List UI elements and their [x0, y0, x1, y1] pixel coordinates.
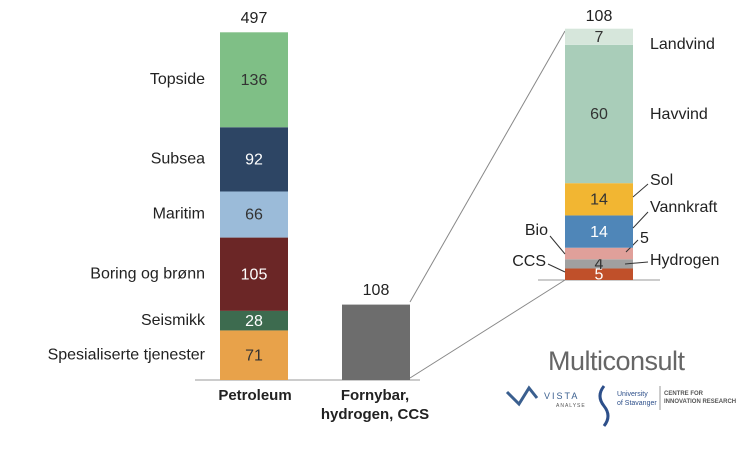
value-label: 28: [245, 313, 263, 330]
segment-label: Hydrogen: [650, 252, 719, 269]
bar-segment: [220, 330, 288, 380]
bar-segment: [565, 259, 633, 269]
value-label: 4: [595, 256, 604, 273]
bar-segment: [565, 183, 633, 216]
category-label: Petroleum: [218, 387, 292, 404]
logo-text: University: [617, 391, 648, 398]
logo-text: INNOVATION RESEARCH: [664, 399, 737, 405]
value-label: 5: [595, 266, 604, 283]
leader-line: [632, 183, 649, 198]
segment-label: Sol: [650, 172, 673, 189]
leader-line: [549, 235, 566, 255]
bar-segment: [220, 191, 288, 238]
vista-icon: [505, 385, 539, 407]
segment-label: Maritim: [153, 206, 205, 223]
segment-label: Boring og brønn: [90, 265, 205, 282]
leader-line: [547, 263, 566, 273]
segment-label: Seismikk: [141, 312, 206, 329]
value-label: 14: [590, 224, 608, 241]
logo-text: Multiconsult: [548, 346, 685, 376]
bar-segment: [565, 247, 633, 260]
bar-segment: [220, 237, 288, 311]
connector: [409, 30, 566, 303]
value-label: 92: [245, 152, 263, 169]
logo-text: ANALYSE: [556, 403, 586, 409]
connector: [409, 279, 566, 379]
bar-segment: [565, 44, 633, 184]
bar-segment: [220, 310, 288, 331]
value-label: 14: [590, 192, 608, 209]
value-label: 5: [640, 230, 649, 247]
leader-line: [632, 211, 649, 229]
segment-label: Topside: [150, 71, 205, 88]
segment-label: Vannkraft: [650, 199, 718, 216]
logo-text: of Stavanger: [617, 400, 657, 407]
value-label: 136: [241, 72, 268, 89]
value-label: 71: [245, 347, 263, 364]
total-label: 108: [363, 282, 390, 299]
logo-text: CENTRE FOR: [664, 391, 703, 397]
bar-segment: [342, 304, 410, 380]
bar-segment: [220, 127, 288, 192]
bar-segment: [565, 215, 633, 248]
bar-segment: [220, 32, 288, 128]
segment-label: Subsea: [151, 151, 205, 168]
segment-label: Landvind: [650, 36, 715, 53]
value-label: 60: [590, 106, 608, 123]
leader-line: [624, 261, 649, 265]
logo-text: VISTA: [544, 391, 580, 401]
total-label: 108: [586, 8, 613, 25]
value-label: 105: [241, 266, 268, 283]
value-label: 7: [595, 29, 604, 46]
bar-segment: [565, 268, 633, 280]
category-label: Fornybar, hydrogen, CCS: [320, 387, 430, 423]
value-label: 66: [245, 207, 263, 224]
segment-label: Spesialiserte tjenester: [48, 346, 206, 363]
segment-label: Bio: [525, 222, 548, 239]
uis-icon: [598, 385, 610, 427]
bar-segment: [565, 28, 633, 45]
total-label: 497: [241, 10, 268, 27]
segment-label: CCS: [512, 253, 546, 270]
segment-label: Havvind: [650, 106, 708, 123]
